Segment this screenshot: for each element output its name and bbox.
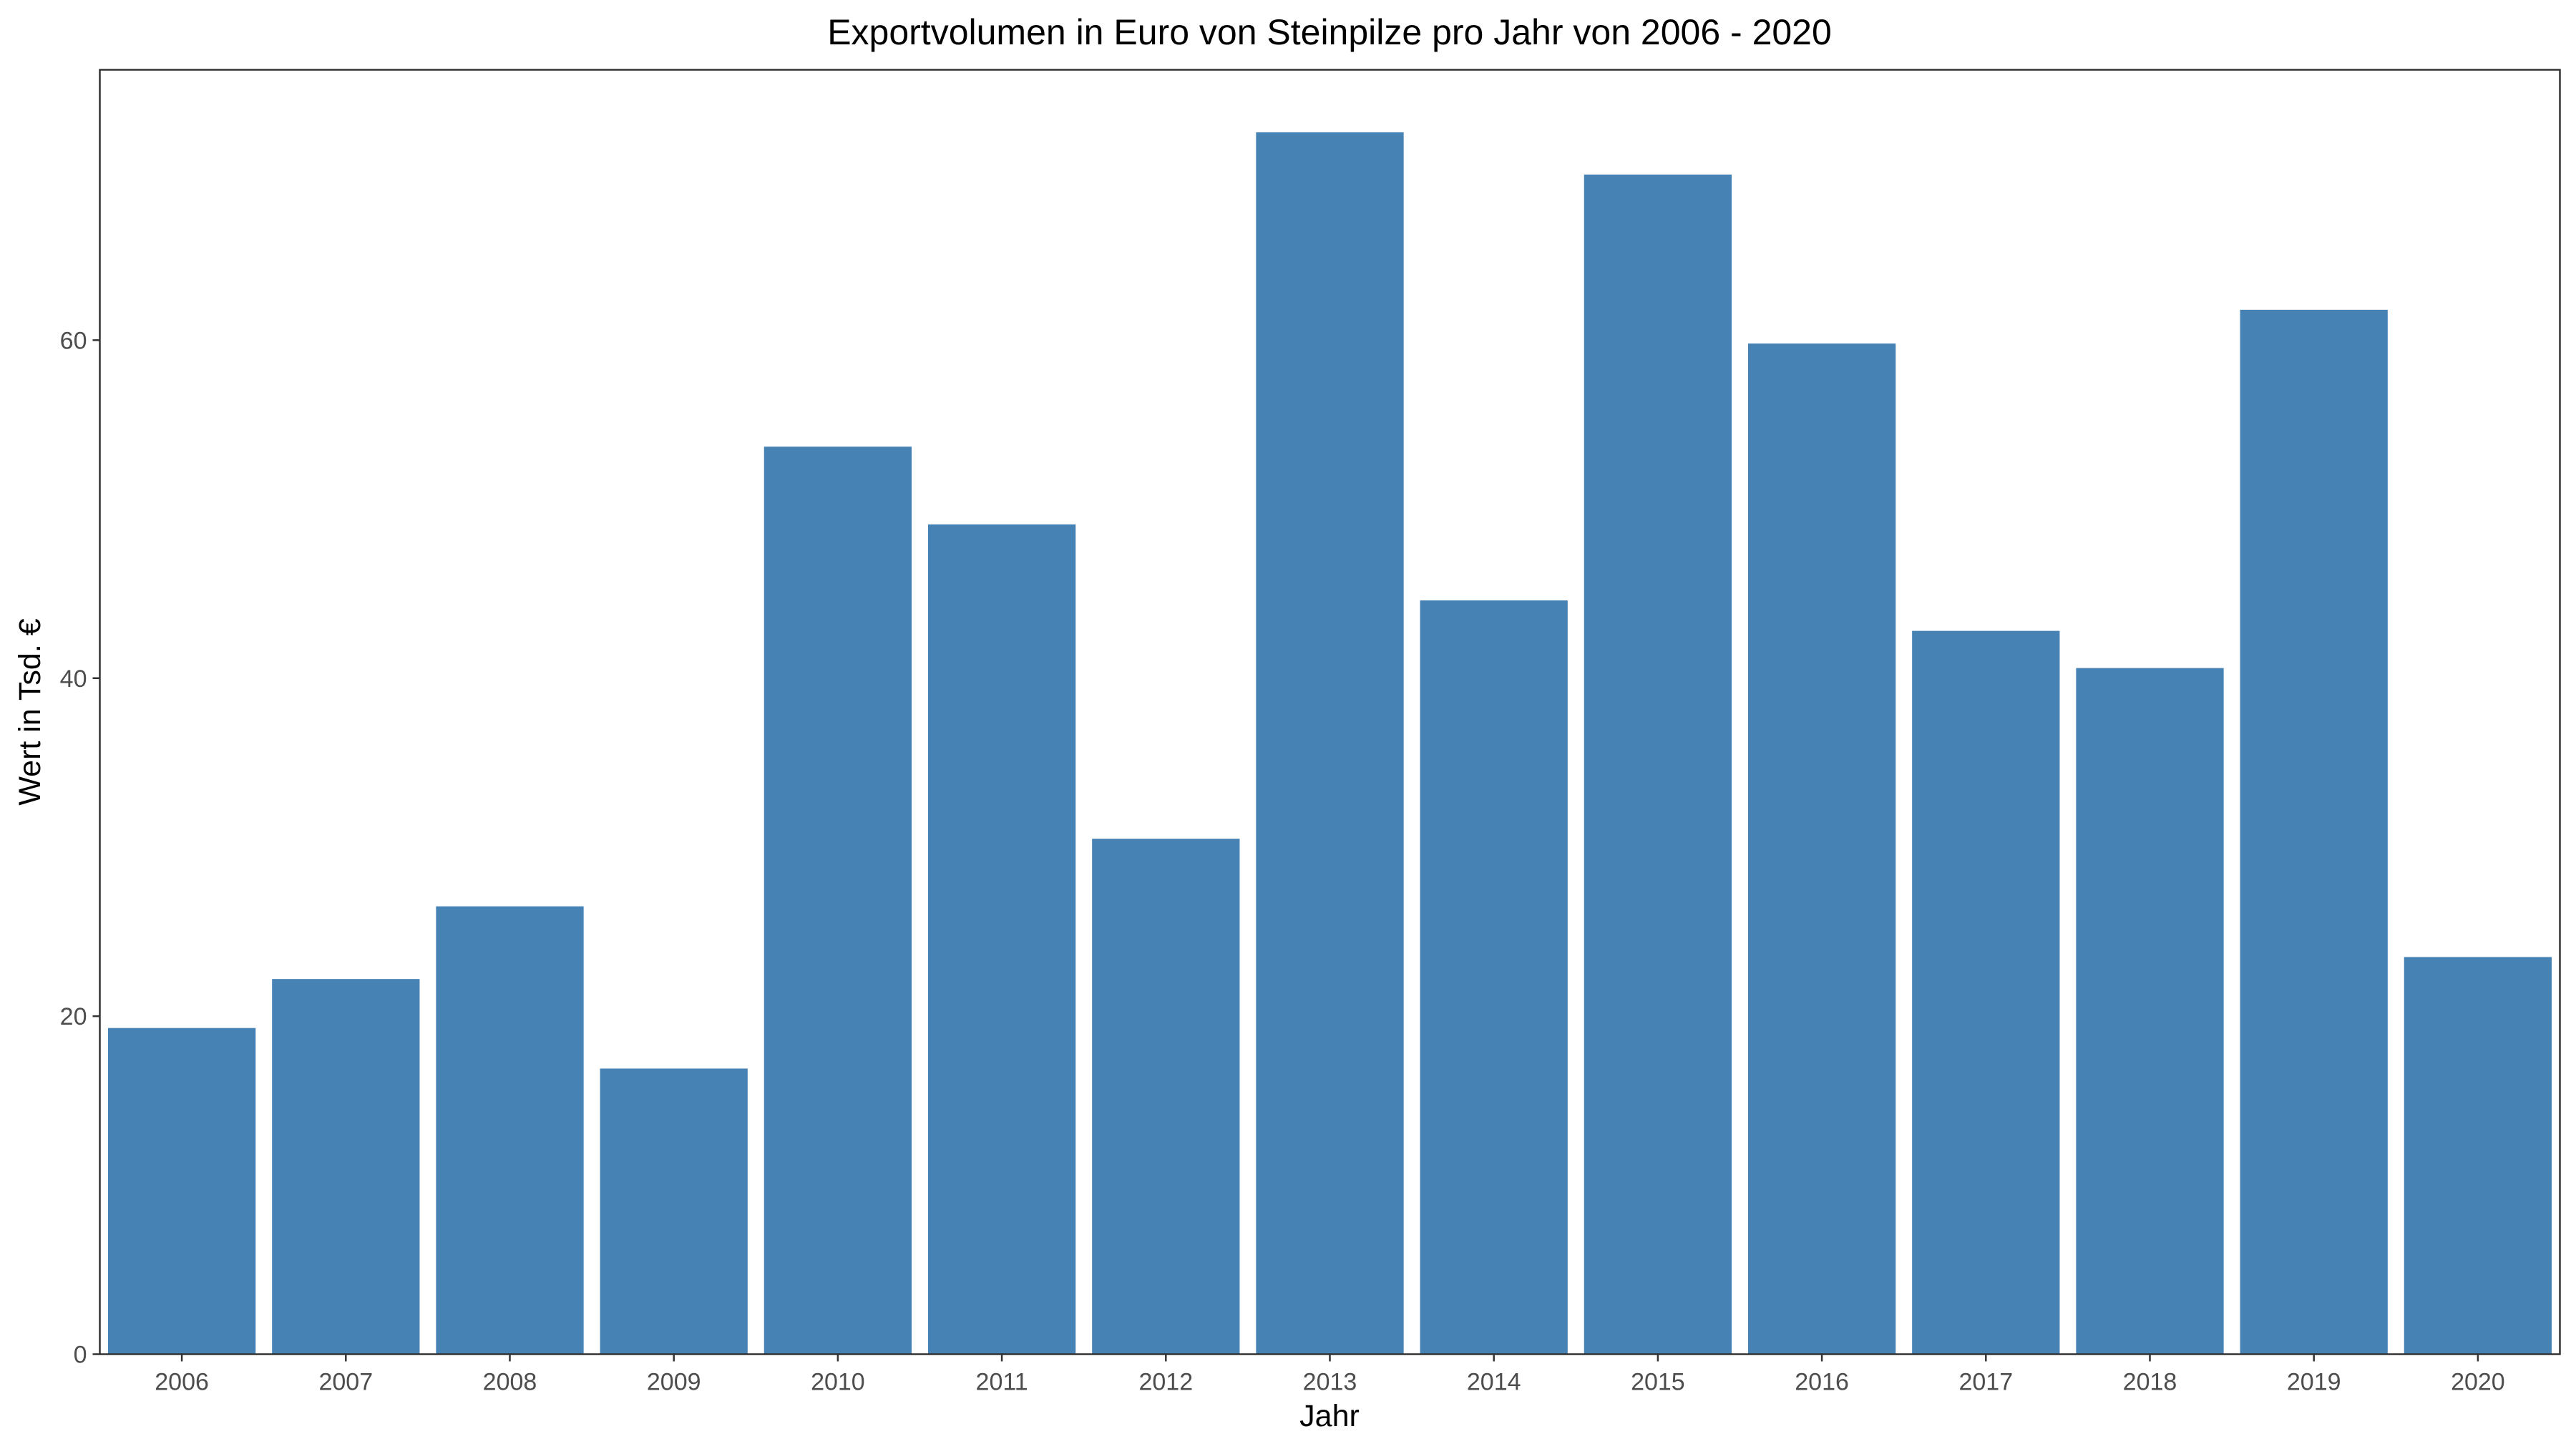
bar-2019 [2240,309,2388,1355]
x-tick-label-2012: 2012 [1138,1369,1193,1396]
bar-2010 [763,447,912,1355]
bar-2017 [1912,630,2060,1355]
x-tick-label-2011: 2011 [976,1369,1028,1396]
y-tick-label-40: 40 [60,665,87,693]
y-axis: 0 20 40 60 [60,327,100,1369]
y-axis-title: Wert in Tsd. € [13,618,47,805]
x-tick-label-2020: 2020 [2451,1369,2505,1396]
bar-2016 [1747,343,1896,1355]
y-tick-label-20: 20 [60,1003,87,1030]
x-tick-label-2010: 2010 [811,1369,865,1396]
bar-2020 [2404,957,2552,1355]
x-tick-label-2015: 2015 [1631,1369,1685,1396]
bar-2006 [107,1028,256,1355]
y-tick-label-60: 60 [60,327,87,354]
plot-panel-border [99,69,2561,1355]
bar-2011 [927,524,1076,1355]
x-tick-label-2018: 2018 [2123,1369,2177,1396]
bar-2007 [272,979,420,1355]
x-tick-label-2014: 2014 [1467,1369,1521,1396]
bar-2013 [1256,132,1404,1355]
chart-title: Exportvolumen in Euro von Steinpilze pro… [827,12,1832,52]
bars-group [107,132,2552,1355]
x-tick-label-2016: 2016 [1795,1369,1849,1396]
x-axis-title: Jahr [1299,1399,1360,1433]
x-tick-label-2009: 2009 [647,1369,701,1396]
x-tick-label-2013: 2013 [1303,1369,1357,1396]
y-tick-label-0: 0 [74,1342,87,1369]
bar-2012 [1092,839,1240,1355]
x-axis: 2006 2007 2008 2009 2010 2011 2012 2013 2014 2015… [155,1354,2505,1396]
bar-2009 [600,1068,748,1355]
bar-2014 [1420,600,1568,1355]
x-tick-label-2008: 2008 [483,1369,537,1396]
x-tick-label-2019: 2019 [2287,1369,2341,1396]
x-tick-label-2006: 2006 [155,1369,209,1396]
bar-2008 [436,906,584,1355]
x-tick-label-2017: 2017 [1958,1369,2013,1396]
bar-2018 [2076,668,2224,1355]
bar-2015 [1584,174,1732,1355]
x-tick-label-2007: 2007 [318,1369,373,1396]
